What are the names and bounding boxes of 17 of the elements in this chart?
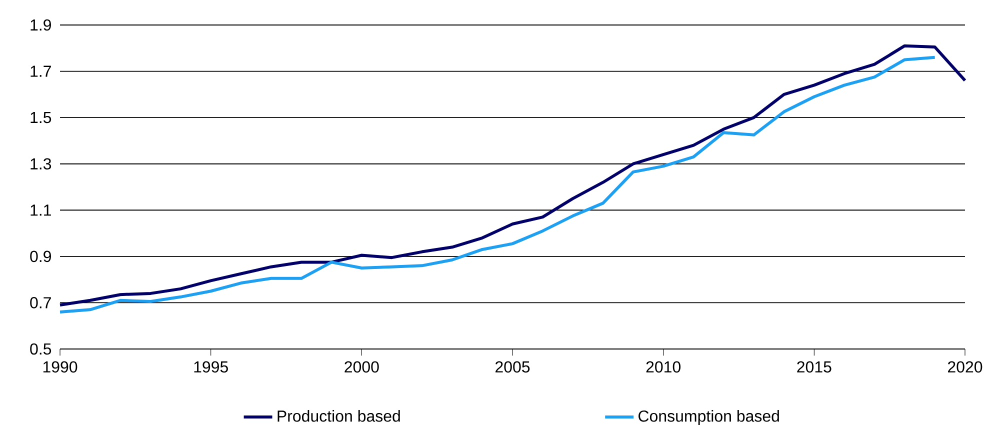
y-tick-label: 1.5 (30, 112, 52, 124)
x-tick-label: 2005 (496, 361, 530, 373)
x-tick-label: 2010 (646, 361, 681, 373)
x-tick-label: 1995 (194, 361, 228, 373)
x-tick-label: 2000 (344, 361, 379, 373)
x-tick-label: 1990 (43, 361, 78, 373)
x-tick-label: 2020 (948, 361, 982, 373)
legend-label: Consumption based (638, 410, 779, 425)
y-tick-label: 1.7 (30, 66, 51, 77)
y-tick-label: 0.5 (30, 343, 52, 355)
x-tick-label: 2015 (797, 361, 832, 373)
y-tick-label: 1.3 (30, 158, 52, 170)
y-tick-label: 0.7 (30, 297, 51, 308)
y-tick-label: 1.1 (30, 204, 51, 216)
legend-label: Production based (278, 410, 400, 422)
y-tick-label: 0.9 (30, 250, 51, 262)
y-tick-label: 1.9 (30, 19, 51, 31)
